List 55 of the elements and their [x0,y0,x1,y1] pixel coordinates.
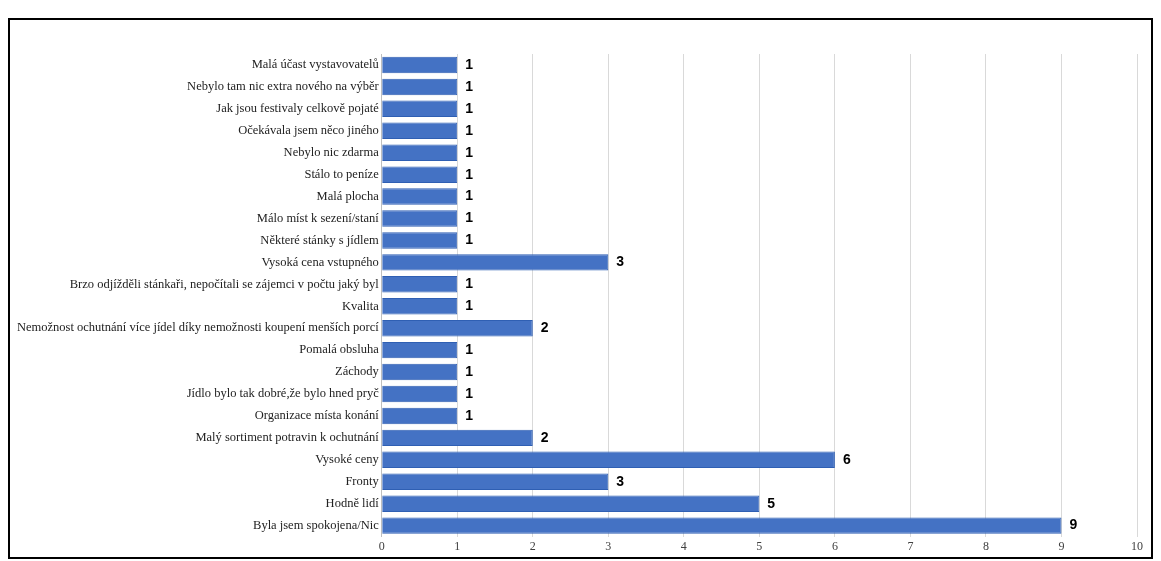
y-tick-label: Malá účast vystavovatelů [251,57,380,72]
data-label: 6 [842,450,851,467]
data-label: 1 [465,406,474,423]
y-tick-label: Jídlo bylo tak dobré,že bylo hned pryč [186,386,380,401]
x-tick-label: 0 [378,538,385,553]
data-label: 3 [616,472,625,489]
y-tick-label: Organizace místa konání [254,408,380,423]
y-tick-label: Vysoká cena vstupného [261,254,379,269]
data-label: 1 [465,384,474,401]
y-tick-label: Záchody [334,364,380,379]
data-label: 1 [465,231,474,248]
data-label: 1 [465,121,474,138]
data-label: 1 [465,143,474,160]
y-tick-label: Malá plocha [316,188,380,203]
x-tick-label: 10 [1131,538,1143,553]
data-label: 1 [465,297,474,314]
data-label: 9 [1069,516,1078,533]
data-label: 1 [465,77,474,94]
y-tick-label: Nebylo tam nic extra nového na výběr [187,79,380,94]
x-tick-label: 7 [907,538,914,553]
y-tick-label: Málo míst k sezení/staní [256,210,380,225]
x-tick-label: 4 [680,538,687,553]
y-tick-label: Stálo to peníze [304,166,380,181]
y-tick-label: Nebylo nic zdarma [283,144,380,159]
y-tick-label: Očekávala jsem něco jiného [238,123,379,138]
data-label: 1 [465,187,474,204]
x-tick-label: 9 [1058,538,1065,553]
data-label: 1 [465,55,474,72]
x-tick-label: 3 [605,538,612,553]
x-tick-label: 6 [831,538,838,553]
y-tick-label: Nemožnost ochutnání více jídel díky nemožnosti koupení menších porcí [16,320,380,335]
data-label: 1 [465,341,474,357]
data-label: 2 [540,428,549,445]
y-tick-label: Hodně lidí [325,495,380,510]
y-tick-label: Fronty [345,474,380,489]
data-label: 1 [465,165,474,182]
data-label: 3 [616,253,625,270]
y-tick-label: Kvalita [341,298,380,313]
data-label: 1 [465,99,474,116]
y-tick-label: Byla jsem spokojena/Nic [253,517,380,532]
y-tick-label: Pomalá obsluha [299,342,380,357]
y-tick-label: Vysoké ceny [315,452,380,467]
y-tick-label: Jak jsou festivaly celkově pojaté [216,101,380,116]
x-tick-label: 2 [529,538,536,553]
x-tick-label: 8 [982,538,989,553]
data-label: 1 [465,209,474,226]
data-label: 1 [465,362,474,379]
x-tick-label: 5 [756,538,763,553]
data-label: 5 [767,494,776,511]
data-label: 2 [540,319,549,336]
data-label: 1 [465,275,474,292]
y-tick-label: Některé stánky s jídlem [260,232,379,247]
y-tick-label: Brzo odjížděli stánkaři, nepočítali se zájemci v počtu jaký byl [69,276,380,291]
x-tick-label: 1 [454,538,461,553]
y-tick-label: Malý sortiment potravin k ochutnání [195,430,380,445]
